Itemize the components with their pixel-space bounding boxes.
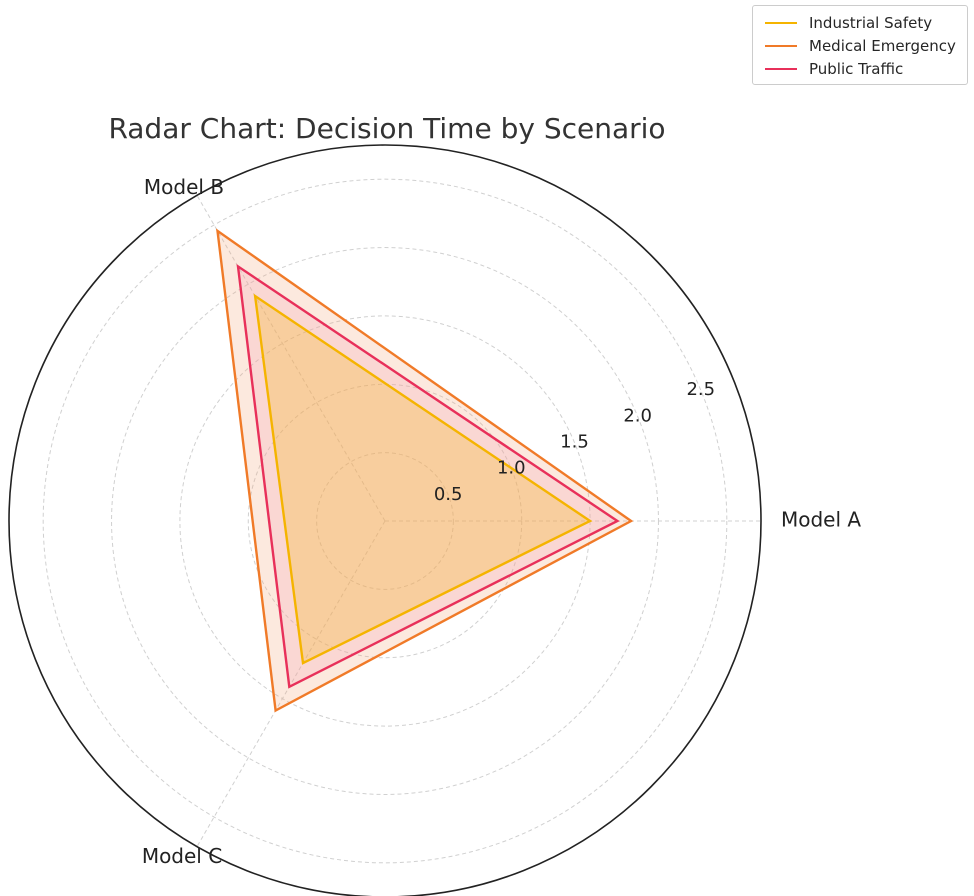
legend-swatch-public-traffic — [765, 68, 797, 70]
r-tick-label-4: 2.5 — [686, 379, 715, 400]
radar-labels: 0.5 1.0 1.5 2.0 2.5 Model A Model B Model C — [142, 175, 862, 868]
series-line-1 — [215, 228, 634, 713]
axis-label-model-c: Model C — [142, 844, 222, 868]
legend-label-medical-emergency: Medical Emergency — [809, 37, 956, 55]
legend-swatch-medical-emergency — [765, 45, 797, 47]
axis-label-model-b: Model B — [144, 175, 224, 199]
outer-circle — [8, 144, 762, 896]
legend-swatch-industrial-safety — [765, 22, 797, 24]
radar-series — [215, 228, 634, 713]
grid-circle-4 — [42, 178, 728, 864]
r-tick-label-1: 1.0 — [497, 458, 526, 479]
grid-circle-0 — [316, 452, 454, 590]
chart-title: Radar Chart: Decision Time by Scenario — [108, 112, 666, 145]
legend-item-medical-emergency: Medical Emergency — [765, 36, 956, 56]
series-fill-1 — [217, 230, 632, 711]
legend-label-industrial-safety: Industrial Safety — [809, 14, 933, 32]
axis-label-model-a: Model A — [781, 508, 861, 532]
series-fill-0 — [255, 296, 591, 664]
r-tick-label-2: 1.5 — [560, 432, 589, 453]
r-tick-label-3: 2.0 — [623, 405, 652, 426]
legend: Industrial Safety Medical Emergency Publ… — [752, 5, 968, 85]
legend-item-industrial-safety: Industrial Safety — [765, 13, 932, 33]
series-line-0 — [253, 293, 593, 665]
legend-label-public-traffic: Public Traffic — [809, 60, 904, 78]
series-line-2 — [236, 263, 620, 689]
series-fill-2 — [238, 266, 618, 687]
legend-item-public-traffic: Public Traffic — [765, 59, 903, 79]
r-tick-label-0: 0.5 — [434, 484, 463, 505]
